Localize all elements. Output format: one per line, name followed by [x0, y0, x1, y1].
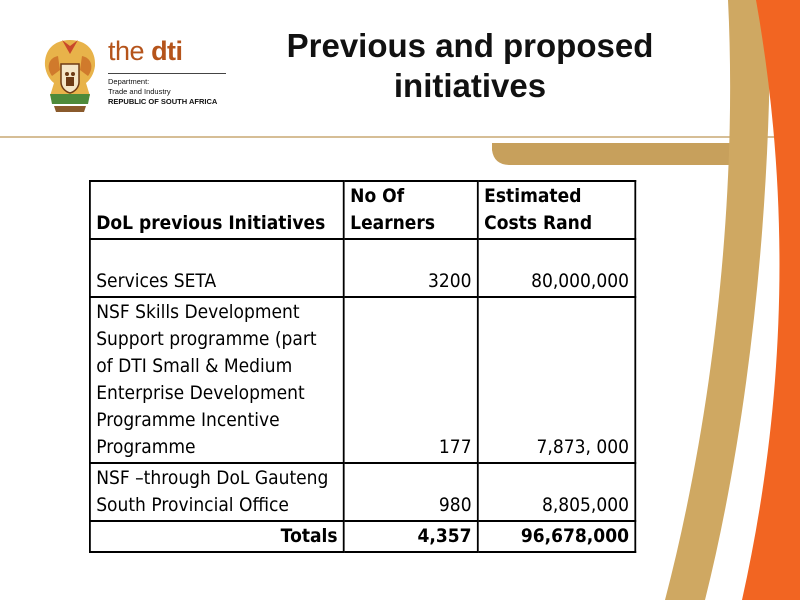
- brand-sub-line-3: REPUBLIC OF SOUTH AFRICA: [108, 97, 218, 106]
- header-initiatives: DoL previous Initiatives: [88, 180, 345, 240]
- cell-initiative: NSF –through DoL Gauteng South Provincia…: [88, 462, 345, 522]
- orange-swoosh: [742, 0, 800, 600]
- brand-name: the dti: [108, 36, 183, 66]
- header-learners: No Of Learners: [342, 180, 479, 240]
- table-row: Services SETA 3200 80,000,000: [88, 238, 637, 298]
- table-header-row: DoL previous Initiatives No Of Learners …: [88, 180, 637, 240]
- initiatives-table: DoL previous Initiatives No Of Learners …: [88, 180, 637, 553]
- cell-cost: 80,000,000: [476, 238, 637, 298]
- cell-cost: 8,805,000: [476, 462, 637, 522]
- brand-subtitle: Department: Trade and Industry REPUBLIC …: [108, 77, 217, 107]
- brand-rule: [108, 73, 226, 74]
- header-costs: Estimated Costs Rand: [476, 180, 637, 240]
- tan-header-band: [492, 143, 740, 165]
- cell-learners: 177: [342, 296, 479, 464]
- totals-cost: 96,678,000: [476, 520, 637, 553]
- totals-label: Totals: [88, 520, 345, 553]
- cell-cost: 7,873, 000: [476, 296, 637, 464]
- cell-learners: 3200: [342, 238, 479, 298]
- cell-learners: 980: [342, 462, 479, 522]
- slide-title: Previous and proposed initiatives: [250, 26, 690, 106]
- brand-sub-line-2: Trade and Industry: [108, 87, 171, 96]
- coat-of-arms-icon: [44, 40, 96, 112]
- totals-learners: 4,357: [342, 520, 479, 553]
- cell-initiative: Services SETA: [88, 238, 345, 298]
- brand-sub-line-1: Department:: [108, 77, 150, 86]
- slide-title-line-1: Previous and proposed: [286, 27, 654, 64]
- dti-logo: the dti Department: Trade and Industry R…: [40, 36, 240, 116]
- totals-row: Totals 4,357 96,678,000: [88, 520, 637, 553]
- cell-initiative: NSF Skills Development Support programme…: [88, 296, 345, 464]
- table-row: NSF –through DoL Gauteng South Provincia…: [88, 462, 637, 522]
- table-row: NSF Skills Development Support programme…: [88, 296, 637, 464]
- slide-title-line-2: initiatives: [393, 67, 547, 104]
- tan-swoosh: [665, 0, 771, 600]
